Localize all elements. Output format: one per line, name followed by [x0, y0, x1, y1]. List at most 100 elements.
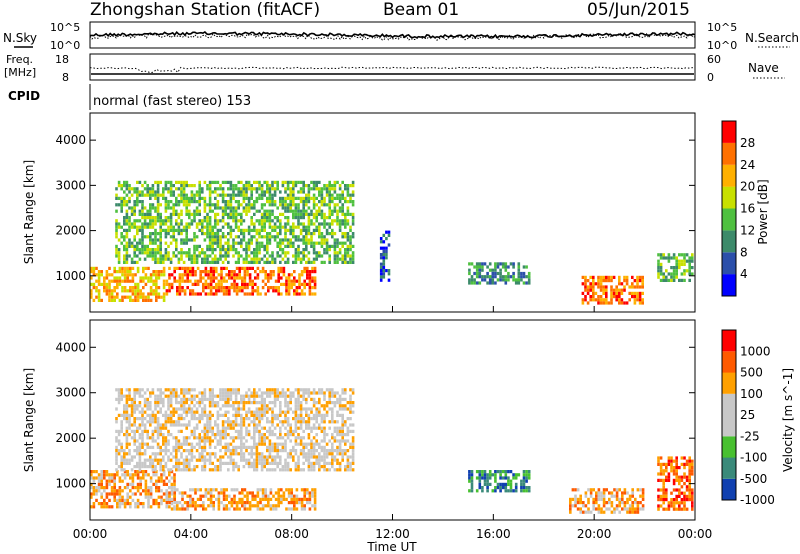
power-cell: [159, 260, 162, 264]
power-cell: [219, 241, 222, 245]
velocity-cell: [349, 429, 352, 433]
velocity-cell: [691, 501, 694, 505]
velocity-cell: [181, 491, 184, 495]
velocity-cell: [175, 461, 178, 465]
power-cell: [277, 266, 280, 270]
velocity-cell: [180, 423, 183, 427]
velocity-cell: [255, 458, 259, 462]
velocity-cell: [134, 486, 137, 490]
power-cell: [258, 244, 261, 248]
power-cell: [385, 253, 388, 257]
velocity-cell: [281, 468, 285, 472]
power-cell: [504, 268, 508, 272]
power-cell: [180, 219, 183, 223]
velocity-cell: [344, 404, 347, 408]
velocity-cell: [198, 420, 201, 424]
velocity-cell: [251, 491, 254, 495]
power-cell: [507, 278, 510, 282]
velocity-cell: [670, 498, 673, 502]
velocity-cell: [312, 455, 316, 459]
velocity-cell: [123, 458, 126, 462]
velocity-cell: [251, 504, 254, 508]
power-cell: [250, 251, 253, 255]
velocity-cell: [665, 475, 668, 479]
power-cell: [273, 238, 277, 242]
power-cell: [315, 228, 318, 232]
power-cell: [307, 238, 311, 242]
velocity-cell: [229, 455, 233, 459]
velocity-cell: [154, 407, 157, 411]
power-cell: [302, 251, 305, 255]
velocity-cell: [615, 507, 619, 511]
power-cell: [133, 260, 136, 264]
power-cell: [133, 187, 136, 191]
power-cell: [159, 216, 162, 220]
power-cell: [594, 298, 598, 302]
velocity-cell: [331, 436, 334, 440]
power-cell: [379, 262, 383, 266]
velocity-cell: [628, 510, 632, 514]
power-cell: [143, 251, 147, 255]
power-cell: [113, 289, 116, 293]
power-cell: [305, 209, 308, 213]
velocity-cell: [279, 429, 282, 433]
velocity-cell: [157, 505, 161, 509]
power-cell: [146, 184, 149, 188]
power-cell: [142, 298, 145, 302]
power-cell: [216, 257, 220, 261]
velocity-cell: [610, 504, 614, 508]
velocity-cell: [190, 429, 194, 433]
power-cell: [683, 269, 686, 273]
power-cell: [234, 200, 238, 204]
power-cell: [177, 200, 181, 204]
power-cell: [310, 209, 313, 213]
velocity-cell: [349, 461, 352, 465]
power-cell: [517, 275, 521, 279]
power-cell: [285, 279, 288, 283]
velocity-cell: [525, 479, 528, 483]
power-cell: [662, 272, 665, 276]
power-cell: [318, 232, 321, 236]
power-cell: [272, 273, 275, 277]
power-cell: [198, 184, 201, 188]
velocity-cell: [113, 495, 116, 499]
power-cell: [488, 278, 492, 282]
power-cell: [618, 295, 621, 299]
power-cell: [224, 206, 227, 210]
power-cell: [675, 272, 678, 276]
power-cell: [659, 262, 663, 266]
power-cell: [307, 216, 311, 220]
power-cell: [214, 260, 217, 264]
velocity-cell: [299, 442, 303, 446]
velocity-cell: [670, 456, 673, 460]
power-cell: [597, 301, 600, 305]
velocity-cell: [325, 410, 329, 414]
power-cell: [118, 266, 122, 270]
power-cell: [305, 232, 308, 236]
velocity-cell: [125, 413, 129, 417]
power-cell: [178, 266, 182, 270]
velocity-cell: [351, 410, 355, 414]
power-cell: [149, 193, 152, 197]
velocity-cell: [667, 478, 671, 482]
velocity-cell: [260, 401, 264, 405]
power-cell: [527, 271, 531, 276]
velocity-cell: [177, 461, 181, 465]
power-cell: [312, 244, 316, 248]
power-cell: [168, 286, 171, 290]
power-cell: [277, 276, 280, 280]
velocity-cell: [120, 455, 123, 459]
velocity-cell: [180, 391, 183, 395]
velocity-cell: [351, 429, 355, 433]
velocity-cell: [351, 449, 355, 453]
power-cell: [233, 270, 236, 274]
power-cell: [292, 187, 295, 191]
velocity-cell: [155, 473, 158, 477]
colorbar-swatch: [722, 142, 736, 165]
velocity-cell: [97, 476, 101, 480]
velocity-cell: [188, 407, 191, 411]
power-cell: [154, 238, 157, 242]
power-cell: [117, 180, 121, 184]
velocity-cell: [323, 452, 326, 456]
velocity-cell: [117, 433, 121, 437]
